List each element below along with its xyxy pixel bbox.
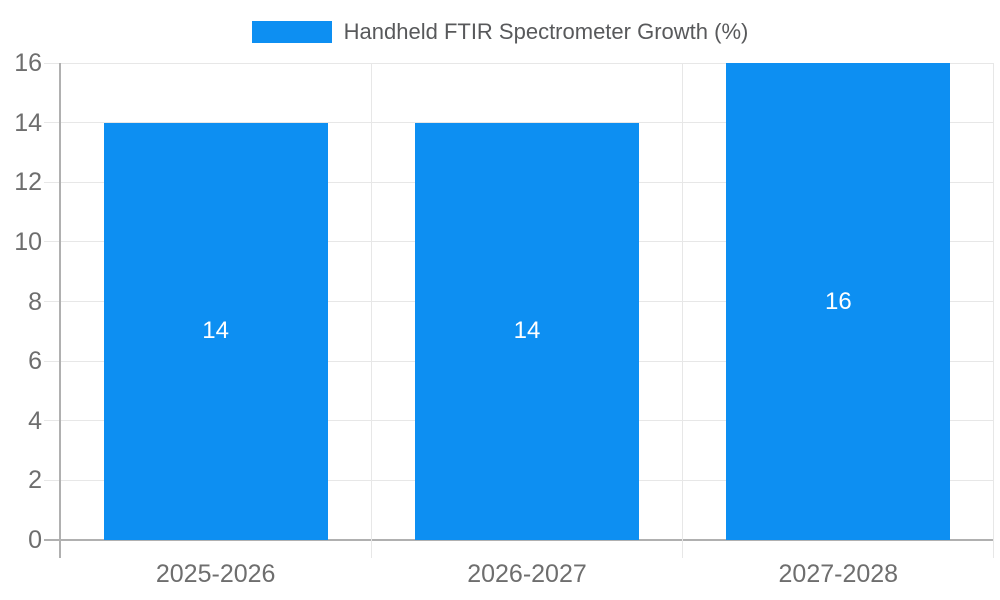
y-tick-label: 6 — [28, 347, 42, 376]
y-tick — [44, 360, 60, 362]
category-separator-line — [370, 63, 372, 558]
legend-color-swatch — [251, 21, 332, 43]
plot-right-border — [993, 63, 994, 558]
y-tick-label: 12 — [14, 168, 42, 197]
plot-area: 0 2 4 6 8 10 12 14 16 14 14 16 2025-2026 2026-2027 202… — [14, 50, 994, 587]
y-tick-label: 14 — [14, 108, 42, 137]
y-tick — [44, 301, 60, 302]
y-tick-label: 4 — [28, 406, 42, 435]
y-tick-label: 10 — [14, 227, 42, 256]
x-axis-line — [44, 539, 994, 541]
y-tick — [44, 122, 60, 124]
bar-value-label: 14 — [202, 317, 229, 345]
y-tick — [44, 241, 60, 243]
y-tick — [44, 420, 60, 422]
y-tick-label: 16 — [14, 49, 42, 77]
bar: 14 — [415, 122, 639, 540]
bar-value-label: 16 — [824, 287, 852, 315]
y-tick-label: 0 — [28, 526, 42, 554]
category-separator-line — [682, 63, 684, 558]
bar: 16 — [726, 63, 951, 540]
x-tick-label: 2025-2026 — [155, 560, 276, 588]
y-tick — [44, 479, 60, 481]
y-tick — [44, 181, 60, 183]
y-tick-label: 2 — [28, 466, 42, 495]
x-tick-label: 2027-2028 — [778, 560, 899, 588]
y-gridline — [60, 62, 994, 64]
chart-legend: Handheld FTIR Spectrometer Growth (%) — [0, 19, 1000, 44]
legend-series-label: Handheld FTIR Spectrometer Growth (%) — [343, 19, 749, 44]
y-axis-line — [59, 63, 61, 558]
x-tick-label: 2026-2027 — [467, 560, 587, 588]
y-tick-label: 8 — [28, 287, 42, 316]
y-tick — [44, 62, 60, 64]
bar-value-label: 14 — [513, 317, 541, 345]
bar: 14 — [103, 122, 328, 540]
